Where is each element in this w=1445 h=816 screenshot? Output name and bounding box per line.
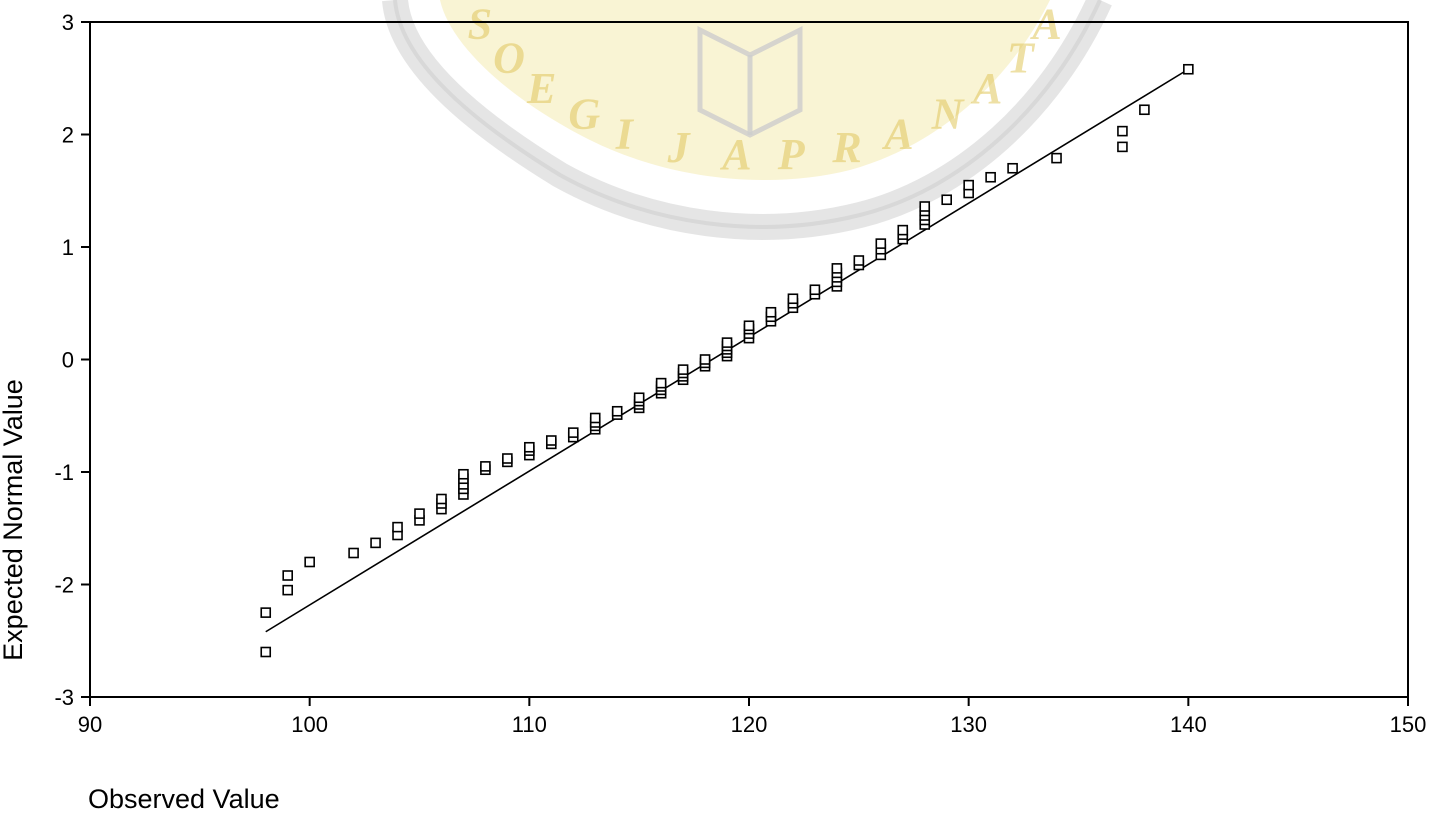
x-axis: 90 100 110 120 130 140 150 (78, 697, 1427, 737)
data-point (633, 392, 645, 404)
y-tick-label: 2 (62, 123, 74, 148)
data-point (524, 441, 535, 453)
y-tick-label: 1 (62, 235, 74, 260)
data-point (260, 646, 272, 658)
data-point (545, 435, 557, 446)
data-point (743, 320, 755, 332)
data-point (985, 171, 996, 183)
data-point (765, 306, 777, 318)
data-point (831, 263, 843, 274)
data-point (611, 405, 623, 417)
y-tick-label: 0 (62, 348, 74, 373)
data-point (1117, 125, 1128, 137)
data-points (260, 63, 1194, 658)
data-point (897, 224, 909, 236)
data-point (787, 293, 799, 305)
x-axis-title: Observed Value (88, 784, 280, 814)
data-point (809, 284, 821, 296)
data-point (458, 468, 469, 480)
data-point (941, 194, 953, 206)
data-point (963, 179, 974, 191)
x-tick-label: 110 (512, 712, 547, 737)
x-tick-label: 90 (78, 712, 102, 737)
x-tick-label: 100 (291, 712, 328, 737)
y-tick-label: -1 (54, 460, 74, 485)
data-point (370, 537, 381, 549)
data-point (260, 607, 272, 618)
data-point (677, 364, 689, 375)
watermark-text: SOEG I J A P R A NATA (468, 0, 1062, 179)
data-point (502, 453, 513, 464)
y-tick-label: 3 (62, 10, 74, 35)
y-axis-title: Expected Normal Value (0, 379, 28, 661)
x-tick-label: 140 (1170, 712, 1207, 737)
data-point (567, 427, 579, 438)
data-point (282, 570, 294, 581)
data-point (1007, 162, 1018, 174)
data-point (1183, 63, 1194, 75)
data-point (919, 201, 931, 212)
data-point (853, 255, 865, 266)
data-point (392, 521, 403, 533)
y-tick-label: -2 (54, 573, 74, 598)
y-axis: -3 -2 -1 0 1 2 3 (54, 10, 90, 710)
data-point (655, 377, 667, 389)
x-tick-label: 120 (731, 712, 768, 737)
x-tick-label: 150 (1390, 712, 1427, 737)
data-point (348, 547, 359, 559)
data-point (699, 354, 711, 365)
x-tick-label: 130 (950, 712, 987, 737)
data-point (1139, 104, 1150, 116)
data-point (589, 412, 601, 424)
data-point (1051, 152, 1062, 164)
data-point (282, 584, 294, 596)
data-point (304, 556, 315, 568)
watermark-seal: SOEG I J A P R A NATA (382, 0, 1112, 240)
data-point (436, 493, 447, 505)
data-point (721, 337, 733, 348)
data-point (414, 508, 425, 519)
data-point (480, 461, 491, 472)
y-tick-label: -3 (54, 685, 74, 710)
data-point (875, 238, 887, 249)
data-point (1117, 141, 1128, 153)
